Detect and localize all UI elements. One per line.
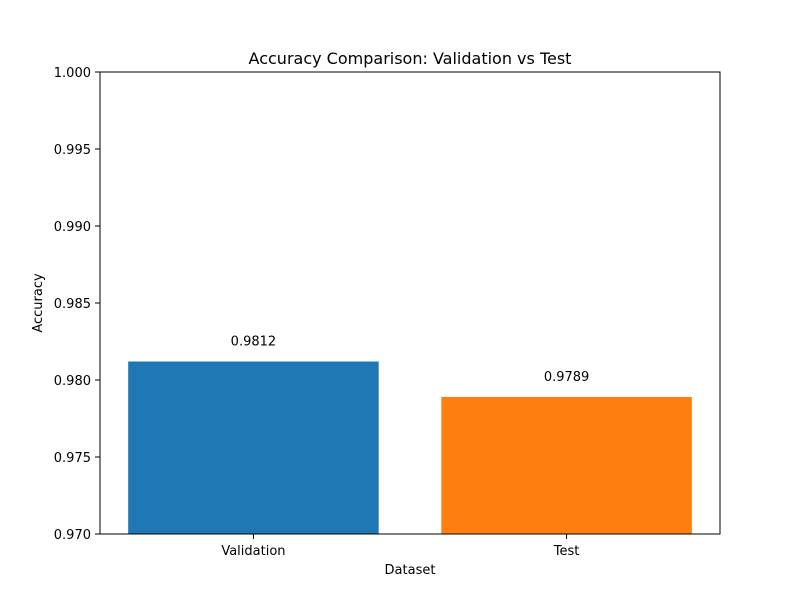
y-axis: 0.970 0.975 0.980 0.985 0.990 0.995 1.000 xyxy=(54,66,100,543)
x-axis: Validation Test xyxy=(221,534,579,559)
bar-test xyxy=(441,396,692,534)
y-tick-label: 0.985 xyxy=(54,297,91,312)
y-tick-label: 1.000 xyxy=(54,66,91,81)
y-tick-label: 0.995 xyxy=(54,143,91,158)
x-tick-label-validation: Validation xyxy=(221,544,285,559)
y-tick-label: 0.975 xyxy=(54,451,91,466)
bar-value-labels: 0.9812 0.9789 xyxy=(231,335,590,385)
y-tick-label: 0.990 xyxy=(54,220,91,235)
bar-value-label-validation: 0.9812 xyxy=(231,335,277,350)
axes-frame xyxy=(99,71,721,535)
bars-group xyxy=(128,361,692,534)
bar-value-label-test: 0.9789 xyxy=(544,370,590,385)
chart-title: Accuracy Comparison: Validation vs Test xyxy=(249,49,572,68)
bar-validation xyxy=(128,361,379,534)
x-axis-label: Dataset xyxy=(385,563,436,578)
y-tick-label: 0.980 xyxy=(54,374,91,389)
y-axis-label: Accuracy xyxy=(31,273,46,333)
y-tick-label: 0.970 xyxy=(54,528,91,543)
x-tick-label-test: Test xyxy=(553,544,580,559)
